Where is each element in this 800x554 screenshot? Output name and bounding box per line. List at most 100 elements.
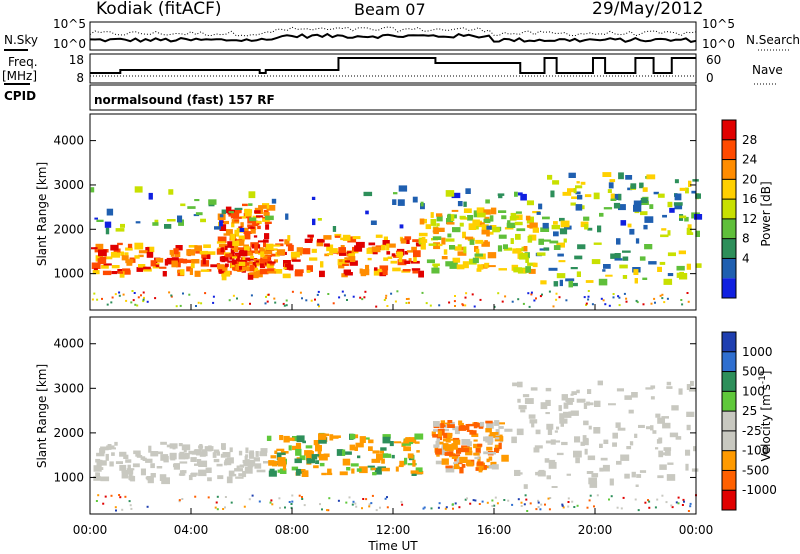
- cell-velocity-speckle-9: [95, 500, 98, 502]
- cell-power-3-19: [476, 207, 485, 214]
- cell-velocity-2-4: [486, 422, 494, 429]
- cell-velocity-0-59: [238, 450, 243, 456]
- cell-velocity-3-28: [576, 389, 580, 394]
- nsearch-tick-low: 10^0: [702, 37, 735, 51]
- cell-power-1-92: [256, 220, 262, 224]
- cell-velocity-speckle-97: [386, 496, 388, 499]
- cell-power-2-15: [386, 251, 391, 255]
- cell-power-speckle-42: [386, 305, 389, 307]
- cell-power-5-64: [445, 190, 455, 197]
- cell-power-speckle-127: [527, 292, 530, 295]
- cell-velocity-speckle-11: [422, 507, 425, 510]
- cell-velocity-3-36: [583, 403, 588, 409]
- cell-power-0-85: [155, 264, 160, 268]
- cell-power-2-18: [352, 246, 356, 254]
- cbar-seg-1-0: [722, 332, 736, 352]
- cell-power-3-115: [492, 227, 500, 233]
- cell-power-3-36: [421, 218, 427, 224]
- cell-velocity-0-104: [181, 470, 187, 474]
- ytick-label-1-3: 1000: [53, 470, 84, 484]
- cell-power-4-39: [553, 245, 561, 250]
- cbar-frame-1: [721, 331, 737, 511]
- cell-velocity-0-133: [221, 447, 226, 450]
- cell-velocity-0-42: [242, 470, 247, 477]
- cell-power-1-12: [244, 233, 251, 240]
- cell-power-5-75: [485, 199, 490, 204]
- cell-power-4-100: [667, 201, 673, 208]
- cell-power-4-13: [553, 221, 558, 225]
- ytick-label-1-2: 2000: [53, 426, 84, 440]
- cell-velocity-3-5: [662, 422, 671, 429]
- cell-power-2-80: [320, 261, 324, 268]
- cell-power-speckle-87: [170, 295, 173, 298]
- cell-power-4-113: [536, 252, 546, 256]
- cell-power-1-28: [238, 235, 245, 242]
- cell-power-1-50: [242, 256, 246, 262]
- cell-power-0-126: [93, 268, 98, 271]
- cell-power-speckle-149: [642, 303, 645, 306]
- cell-power-4-111: [540, 227, 550, 232]
- cell-power-speckle-84: [299, 291, 302, 294]
- cell-velocity-0-132: [191, 452, 199, 455]
- cell-power-0-47: [95, 243, 104, 250]
- cell-power-5-35: [248, 191, 256, 199]
- cell-power-3-87: [512, 248, 521, 254]
- cell-power-speckle-43: [585, 304, 588, 306]
- cell-power-5-12: [228, 211, 235, 214]
- cell-power-5-77: [166, 219, 176, 222]
- cell-power-4-79: [576, 271, 581, 277]
- cell-velocity-3-133: [591, 473, 599, 478]
- cell-power-0-137: [231, 259, 238, 265]
- cell-power-3-14: [445, 238, 455, 242]
- cell-power-4-37: [573, 282, 578, 287]
- cell-power-2-57: [294, 270, 303, 277]
- cell-power-5-6: [187, 206, 196, 209]
- cell-power-1-118: [238, 247, 246, 250]
- cell-velocity-0-90: [96, 452, 105, 457]
- cell-power-0-39: [188, 245, 198, 248]
- cell-velocity-1-57: [274, 450, 278, 454]
- cell-velocity-3-85: [547, 428, 553, 435]
- cell-power-1-133: [250, 226, 255, 229]
- cell-power-speckle-50: [585, 302, 588, 305]
- cell-velocity-3-77: [546, 475, 551, 480]
- cell-velocity-speckle-112: [128, 500, 131, 503]
- cell-power-speckle-133: [175, 305, 178, 308]
- cell-velocity-speckle-74: [496, 502, 499, 505]
- cell-velocity-3-55: [511, 436, 517, 444]
- cell-velocity-speckle-124: [561, 503, 564, 506]
- cell-power-speckle-22: [318, 305, 320, 308]
- cell-power-0-45: [207, 251, 216, 255]
- xtick-label-4: 16:00: [477, 523, 512, 537]
- cell-velocity-1-136: [296, 435, 305, 443]
- cell-power-0-120: [252, 262, 257, 268]
- cell-velocity-0-85: [243, 461, 251, 467]
- cell-velocity-1-63: [339, 471, 348, 476]
- cell-power-2-118: [404, 260, 411, 264]
- cell-power-4-137: [688, 180, 692, 187]
- cell-power-speckle-152: [250, 294, 253, 297]
- cell-velocity-0-134: [198, 469, 207, 477]
- cell-velocity-speckle-129: [648, 506, 651, 509]
- cell-power-speckle-64: [111, 296, 114, 299]
- nsky-frame: [89, 21, 697, 51]
- cell-power-1-26: [234, 229, 240, 237]
- cell-velocity-speckle-72: [523, 503, 526, 506]
- cell-velocity-1-133: [279, 435, 284, 441]
- cell-power-2-8: [296, 247, 303, 254]
- cell-power-2-124: [374, 267, 378, 271]
- cell-power-2-113: [387, 243, 396, 248]
- cell-velocity-3-111: [517, 398, 521, 403]
- cell-power-3-94: [487, 231, 494, 235]
- cell-power-1-48: [223, 233, 231, 236]
- cell-velocity-0-80: [196, 459, 202, 465]
- cell-velocity-1-18: [395, 466, 399, 472]
- cell-power-2-112: [271, 244, 281, 247]
- cell-power-2-126: [413, 255, 417, 263]
- cell-velocity-1-80: [313, 465, 319, 469]
- cell-velocity-2-108: [488, 456, 493, 461]
- cell-velocity-1-22: [329, 434, 334, 441]
- cell-velocity-1-27: [332, 435, 339, 439]
- cell-power-speckle-55: [558, 296, 561, 299]
- cell-velocity-0-95: [242, 474, 246, 478]
